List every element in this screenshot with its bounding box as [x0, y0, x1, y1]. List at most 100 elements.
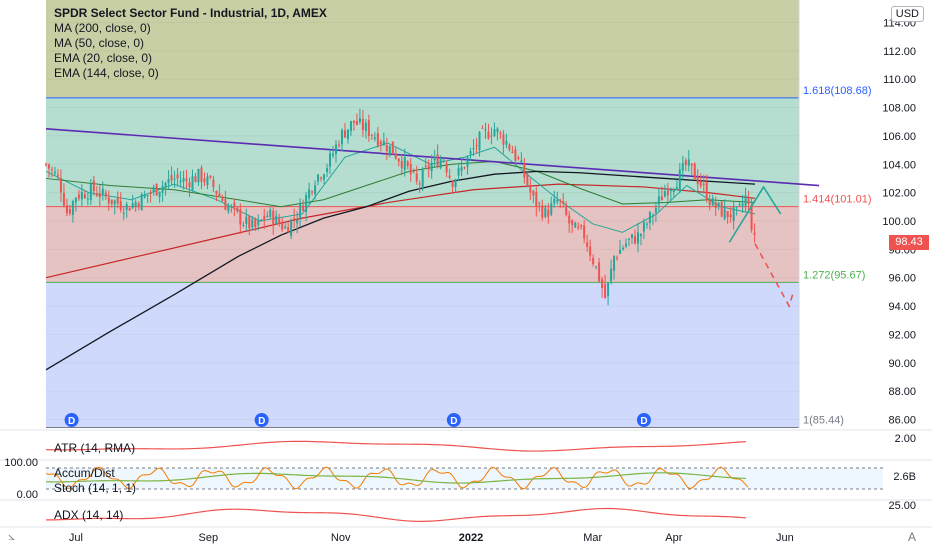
fib-label: 1.414(101.01)	[803, 194, 872, 206]
timezone-icon[interactable]: ⦣	[8, 529, 15, 543]
candle-body	[627, 238, 630, 240]
candle-body	[107, 197, 110, 204]
y-tick-label[interactable]: 88.00	[888, 386, 916, 398]
candlestick-series[interactable]	[45, 108, 756, 306]
dividend-marker[interactable]	[636, 413, 651, 427]
y-tick-label[interactable]: 102.00	[882, 188, 916, 200]
candle-body	[382, 140, 385, 146]
legend-ma200[interactable]: MA (200, close, 0)	[54, 21, 151, 35]
time-axis[interactable]: Jul Sep Nov 2022 Mar Apr Jun	[0, 526, 932, 544]
candle-body	[68, 209, 71, 214]
accdist-label[interactable]: Accum/Dist	[54, 466, 115, 480]
candle-body	[47, 164, 50, 169]
candle-body	[693, 163, 696, 179]
candle-body	[469, 151, 472, 154]
candle-body	[161, 186, 164, 193]
accdist-line	[45, 472, 747, 484]
auto-scale-icon[interactable]: A	[907, 530, 916, 544]
candle-body	[598, 262, 601, 282]
x-tick-label[interactable]: Nov	[331, 532, 351, 544]
candle-body	[397, 158, 400, 162]
candle-body	[690, 163, 693, 166]
dividend-marker[interactable]	[64, 413, 79, 427]
legend-ma50[interactable]: MA (50, close, 0)	[54, 36, 145, 50]
adx-label[interactable]: ADX (14, 14)	[54, 508, 124, 522]
x-tick-label[interactable]: Mar	[583, 532, 602, 544]
currency-badge[interactable]: USD	[890, 6, 924, 22]
candle-body	[53, 171, 56, 174]
candle-body	[645, 223, 648, 225]
candle-body	[299, 204, 302, 218]
candle-body	[152, 187, 155, 193]
candle-body	[532, 190, 535, 196]
y-tick-label[interactable]: 110.00	[883, 74, 916, 86]
candle-body	[556, 200, 559, 202]
x-tick-label[interactable]: Apr	[665, 532, 682, 544]
candle-body	[726, 211, 729, 218]
y-tick-label[interactable]: 90.00	[888, 358, 916, 370]
x-tick-label[interactable]: Jul	[69, 532, 83, 544]
candle-body	[218, 193, 221, 197]
y-tick-label[interactable]: 108.00	[882, 103, 916, 115]
candle-body	[622, 247, 625, 250]
stoch-label[interactable]: Stoch (14, 1, 1)	[54, 481, 137, 495]
candle-body	[143, 194, 146, 198]
y-tick-label[interactable]: 94.00	[888, 301, 916, 313]
y-tick-label[interactable]: 86.00	[888, 415, 916, 427]
x-tick-label[interactable]: 2022	[459, 532, 483, 544]
y-tick-label[interactable]: 104.00	[882, 159, 916, 171]
candle-body	[272, 210, 275, 226]
candle-body	[580, 225, 583, 227]
candle-body	[678, 169, 681, 192]
symbol-title[interactable]: SPDR Select Sector Fund - Industrial, 1D…	[54, 6, 327, 20]
y-tick-label[interactable]: 100.00	[882, 216, 916, 228]
candle-body	[352, 120, 355, 123]
dividend-marker[interactable]	[446, 413, 461, 427]
y-tick-label[interactable]: 96.00	[888, 273, 916, 285]
candle-body	[418, 183, 421, 185]
dividend-marker-label: D	[450, 416, 457, 427]
candle-body	[278, 218, 281, 224]
candle-body	[257, 219, 260, 226]
candle-body	[430, 162, 433, 172]
candle-body	[699, 180, 702, 186]
candle-body	[577, 226, 580, 228]
atr-label[interactable]: ATR (14, RMA)	[54, 441, 136, 455]
x-tick-label[interactable]: Sep	[199, 532, 219, 544]
candle-body	[457, 168, 460, 176]
candle-body	[729, 214, 732, 218]
candle-body	[212, 179, 215, 187]
candle-body	[511, 151, 514, 154]
candle-body	[83, 194, 86, 199]
legend-ema20[interactable]: EMA (20, close, 0)	[54, 51, 153, 65]
candle-body	[427, 165, 430, 170]
y-tick-label[interactable]: 112.00	[883, 46, 916, 58]
candle-body	[287, 226, 290, 233]
ma200-line	[45, 170, 756, 371]
candle-body	[191, 176, 194, 191]
candle-body	[89, 183, 92, 201]
y-tick-label[interactable]: 92.00	[888, 329, 916, 341]
candle-body	[263, 216, 266, 221]
candle-body	[320, 177, 323, 179]
candle-body	[71, 201, 74, 215]
candle-body	[317, 174, 320, 182]
candle-body	[607, 282, 610, 297]
legend-ema144[interactable]: EMA (144, close, 0)	[54, 66, 159, 80]
candle-body	[702, 183, 705, 185]
candle-body	[65, 205, 68, 214]
candle-body	[80, 191, 83, 200]
price-axis[interactable]: 86.0088.0090.0092.0094.0096.0098.00100.0…	[882, 17, 916, 426]
y-tick-label[interactable]: 106.00	[882, 131, 916, 143]
candle-body	[98, 193, 101, 198]
candle-body	[642, 222, 645, 232]
candle-body	[86, 198, 89, 200]
candle-body	[753, 232, 756, 235]
candle-body	[62, 192, 65, 206]
dividend-marker[interactable]	[254, 413, 269, 427]
main-pane-background	[46, 0, 800, 428]
x-tick-label[interactable]: Jun	[776, 532, 794, 544]
candle-body	[119, 201, 122, 210]
